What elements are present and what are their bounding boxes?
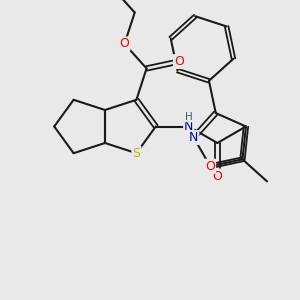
Text: O: O xyxy=(120,38,129,50)
Text: O: O xyxy=(174,55,184,68)
Text: N: N xyxy=(189,131,198,144)
Text: O: O xyxy=(205,160,215,173)
Text: H: H xyxy=(185,112,193,122)
Text: N: N xyxy=(184,120,194,133)
Text: S: S xyxy=(132,147,140,160)
Text: O: O xyxy=(212,169,222,182)
